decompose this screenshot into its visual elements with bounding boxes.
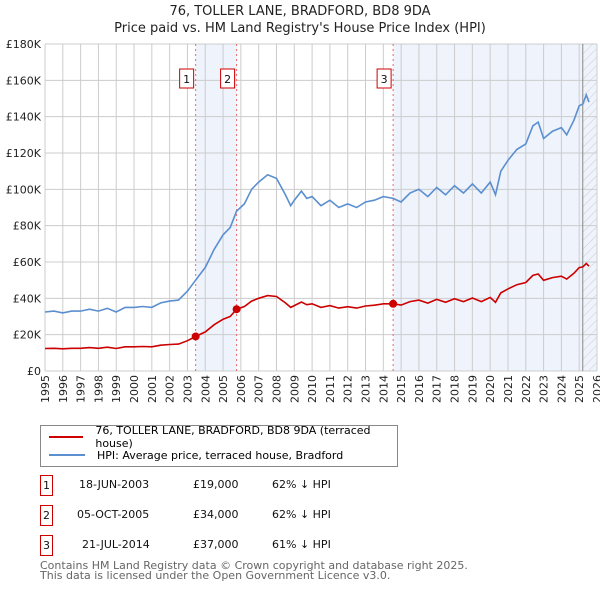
x-tick-label: 2006 [235,375,248,403]
legend: 76, TOLLER LANE, BRADFORD, BD8 9DA (terr… [40,424,398,467]
sale-period-shade [195,44,237,371]
y-tick-label: £60K [13,256,42,269]
sale-row: 3 21-JUL-2014 £37,000 61% ↓ HPI [40,535,600,557]
x-tick-label: 2023 [538,375,551,403]
x-tick-label: 2000 [128,375,141,403]
sale-date: 21-JUL-2014 [82,538,150,551]
sale-period-shade [393,44,597,371]
footer-copyright: Contains HM Land Registry data © Crown c… [40,559,468,572]
sale-row: 1 18-JUN-2003 £19,000 62% ↓ HPI [40,475,600,497]
x-tick-label: 2004 [199,375,212,403]
x-tick-label: 2009 [288,375,301,403]
legend-label: 76, TOLLER LANE, BRADFORD, BD8 9DA (terr… [95,424,371,450]
chart-title: 76, TOLLER LANE, BRADFORD, BD8 9DA [169,4,431,19]
x-tick-label: 2025 [573,375,586,403]
sale-marker-box [220,68,236,89]
sale-point [191,332,200,341]
sale-price: £19,000 [193,478,239,491]
sale-marker-box [179,68,195,89]
legend-label: HPI: Average price, terraced house, Brad… [97,448,344,462]
sale-marker-label: 3 [40,535,53,556]
x-tick-label: 2001 [146,375,159,403]
footer: Contains HM Land Registry data © Crown c… [40,559,468,582]
x-tick-label: 1997 [75,375,88,403]
y-tick-label: £40K [13,292,42,305]
x-tick-label: 2019 [466,375,479,403]
y-tick-label: £20K [13,329,42,342]
y-tick-label: £100K [6,183,42,196]
series-line [44,262,590,350]
sale-price: £37,000 [193,538,239,551]
x-tick-label: 2024 [555,375,568,403]
sale-date: 05-OCT-2005 [77,508,150,521]
y-tick-label: £140K [6,111,42,124]
x-tick-label: 2011 [324,375,337,403]
legend-item-property: 76, TOLLER LANE, BRADFORD, BD8 9DA (terr… [49,424,397,450]
x-tick-label: 2020 [484,375,497,403]
x-tick-label: 1996 [57,375,70,403]
x-tick-label: 2018 [449,375,462,403]
sale-row: 2 05-OCT-2005 £34,000 62% ↓ HPI [40,505,600,527]
y-tick-label: £160K [6,74,42,87]
x-tick-label: 1995 [39,375,52,403]
sale-hpi-diff: 62% ↓ HPI [272,508,331,521]
x-tick-label: 2026 [591,375,600,403]
y-tick-label: £180K [6,38,42,51]
forecast-hatch [582,44,597,371]
footer-licence: This data is licensed under the Open Gov… [40,569,391,582]
x-tick-label: 2002 [164,375,177,403]
x-tick-label: 2012 [342,375,355,403]
sale-hpi-diff: 61% ↓ HPI [272,538,331,551]
sale-date: 18-JUN-2003 [79,478,150,491]
x-tick-label: 2003 [181,375,194,403]
x-tick-label: 2021 [502,375,515,403]
sale-marker-box [376,68,392,89]
sale-marker-label: 2 [40,505,53,526]
series-line [44,92,590,314]
x-tick-label: 2013 [360,375,373,403]
sale-point [389,299,398,308]
legend-item-hpi: HPI: Average price, terraced house, Brad… [49,447,343,463]
y-tick-label: £80K [13,220,42,233]
sale-marker-label: 1 [183,73,190,86]
sale-marker-label: 2 [224,73,231,86]
sale-hpi-diff: 62% ↓ HPI [272,478,331,491]
red-line-swatch [49,436,84,438]
y-tick-label: £0 [27,365,41,378]
x-tick-label: 2017 [431,375,444,403]
sale-point [232,305,241,314]
x-tick-label: 2010 [306,375,319,403]
x-tick-label: 1998 [92,375,105,403]
x-tick-label: 2008 [270,375,283,403]
x-tick-label: 1999 [110,375,123,403]
sale-marker-label: 3 [381,73,388,86]
blue-line-swatch [49,454,85,456]
x-tick-label: 2005 [217,375,230,403]
sale-marker-label: 1 [40,475,53,496]
x-tick-label: 2022 [520,375,533,403]
y-tick-label: £120K [6,147,42,160]
x-tick-label: 2007 [253,375,266,403]
chart-plot: 1995 1996 1997 1998 1999 2000 2001 2002 2003 2004… [6,38,600,403]
x-tick-label: 2015 [395,375,408,403]
x-tick-label: 2014 [377,375,390,403]
chart-subtitle: Price paid vs. HM Land Registry's House … [114,21,486,36]
x-tick-label: 2016 [413,375,426,403]
sale-price: £34,000 [193,508,239,521]
